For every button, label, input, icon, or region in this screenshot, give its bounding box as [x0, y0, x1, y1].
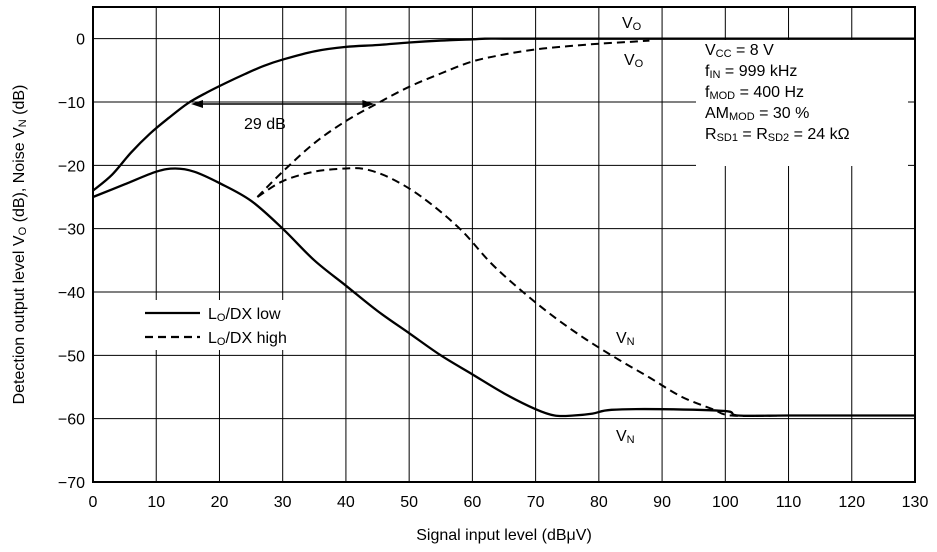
delta-arrow-head-left: [191, 100, 204, 108]
plot-frame: [92, 6, 916, 483]
x-tick-label: 110: [776, 494, 802, 511]
x-tick-label: 80: [590, 494, 608, 511]
condition-line: VCC = 8 V: [705, 42, 774, 60]
x-tick-label: 70: [527, 494, 545, 511]
x-tick-label: 50: [400, 494, 418, 511]
x-tick-label: 0: [89, 494, 98, 511]
legend-label-1: LO/DX low: [208, 306, 281, 324]
y-tick-label: −40: [58, 285, 85, 302]
annotations: VO VO VN VN 29 dB VCC = 8 V fIN = 999 kHz fMOD …: [191, 15, 908, 446]
y-tick-label: 0: [76, 32, 85, 49]
condition-line: fIN = 999 kHz: [705, 63, 797, 81]
vn-mid-label: VN: [616, 330, 635, 348]
y-tick-label: −60: [58, 412, 85, 429]
y-tick-label: −30: [58, 222, 85, 239]
x-tick-label: 30: [274, 494, 292, 511]
vo-bottom-label: VO: [624, 52, 644, 70]
x-tick-label: 20: [211, 494, 229, 511]
condition-line: RSD1 = RSD2 = 24 kΩ: [705, 126, 850, 144]
x-tick-label: 120: [838, 494, 865, 511]
tick-labels: 0 10 20 30 40 50 60 70 80 90 100 110 120 130 0 −10 −20 −3…: [58, 32, 929, 511]
series-line-1: [92, 37, 915, 192]
x-tick-label: 100: [712, 494, 739, 511]
x-tick-label: 40: [337, 494, 355, 511]
series-line-2: [256, 39, 650, 198]
y-tick-label: −50: [58, 348, 85, 365]
conditions-background: [696, 40, 908, 166]
y-tick-label: −70: [58, 475, 85, 492]
x-axis-title: Signal input level (dBμV): [416, 527, 592, 544]
x-tick-label: 60: [463, 494, 481, 511]
vo-top-label: VO: [622, 15, 642, 33]
delta-label: 29 dB: [244, 116, 286, 133]
y-axis-title: Detection output level VO (dB), Noise VN…: [11, 85, 29, 405]
condition-line: AMMOD = 30 %: [705, 105, 809, 123]
vn-bottom-label: VN: [616, 428, 635, 446]
condition-line: fMOD = 400 Hz: [705, 84, 804, 102]
axis-titles: Signal input level (dBμV) Detection outpu…: [11, 85, 592, 544]
y-tick-label: −10: [58, 95, 85, 112]
legend-label-2: LO/DX high: [208, 330, 287, 348]
axes: [92, 6, 916, 483]
series-line-3: [92, 167, 916, 418]
x-tick-label: 130: [902, 494, 929, 511]
curves: [92, 37, 916, 418]
x-tick-label: 90: [653, 494, 671, 511]
series-line-4: [256, 167, 916, 417]
y-tick-label: −20: [58, 158, 85, 175]
delta-arrow-head-right: [362, 100, 375, 108]
legend-background: [130, 300, 330, 350]
legend: LO/DX low LO/DX high: [130, 300, 330, 350]
x-tick-label: 10: [147, 494, 165, 511]
